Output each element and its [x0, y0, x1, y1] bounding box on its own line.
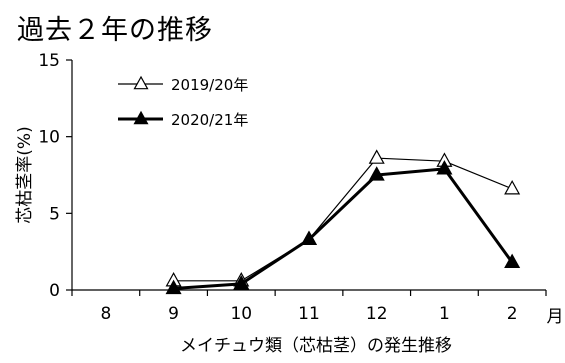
y-tick-label: 10	[38, 128, 60, 148]
data-point-marker	[436, 160, 453, 175]
y-tick-label: 0	[49, 281, 60, 301]
legend: 2019/20年 2020/21年	[118, 75, 248, 129]
x-axis-label: メイチュウ類（芯枯茎）の発生推移	[180, 336, 452, 356]
data-point-marker	[165, 279, 182, 295]
data-point-marker	[368, 149, 385, 164]
x-tick-label: 12	[366, 304, 388, 324]
y-axis-label: 芯枯茎率(%)	[15, 126, 35, 223]
x-tick-label: 1	[439, 304, 450, 324]
legend-marker	[133, 110, 149, 125]
y-tick-label: 5	[49, 204, 60, 224]
data-point-marker	[368, 166, 385, 181]
x-tick-label: 2	[507, 304, 518, 324]
legend-label: 2019/20年	[171, 76, 248, 94]
data-point-marker	[504, 253, 521, 269]
x-axis-unit: 月	[547, 307, 564, 327]
y-tick-label: 15	[38, 51, 60, 71]
data-point-marker	[233, 275, 250, 290]
data-point-marker	[300, 230, 318, 246]
x-tick-label: 8	[100, 304, 111, 324]
data-point-marker	[504, 180, 521, 195]
chart-title: 過去２年の推移	[17, 15, 213, 46]
x-tick-label: 9	[168, 304, 179, 324]
x-tick-label: 11	[298, 304, 320, 324]
legend-marker	[133, 75, 149, 90]
series-line-2	[173, 167, 514, 290]
x-tick-label: 10	[230, 304, 252, 324]
legend-label: 2020/21年	[171, 111, 248, 129]
series-line-1	[173, 157, 513, 282]
series-layer	[165, 149, 521, 295]
